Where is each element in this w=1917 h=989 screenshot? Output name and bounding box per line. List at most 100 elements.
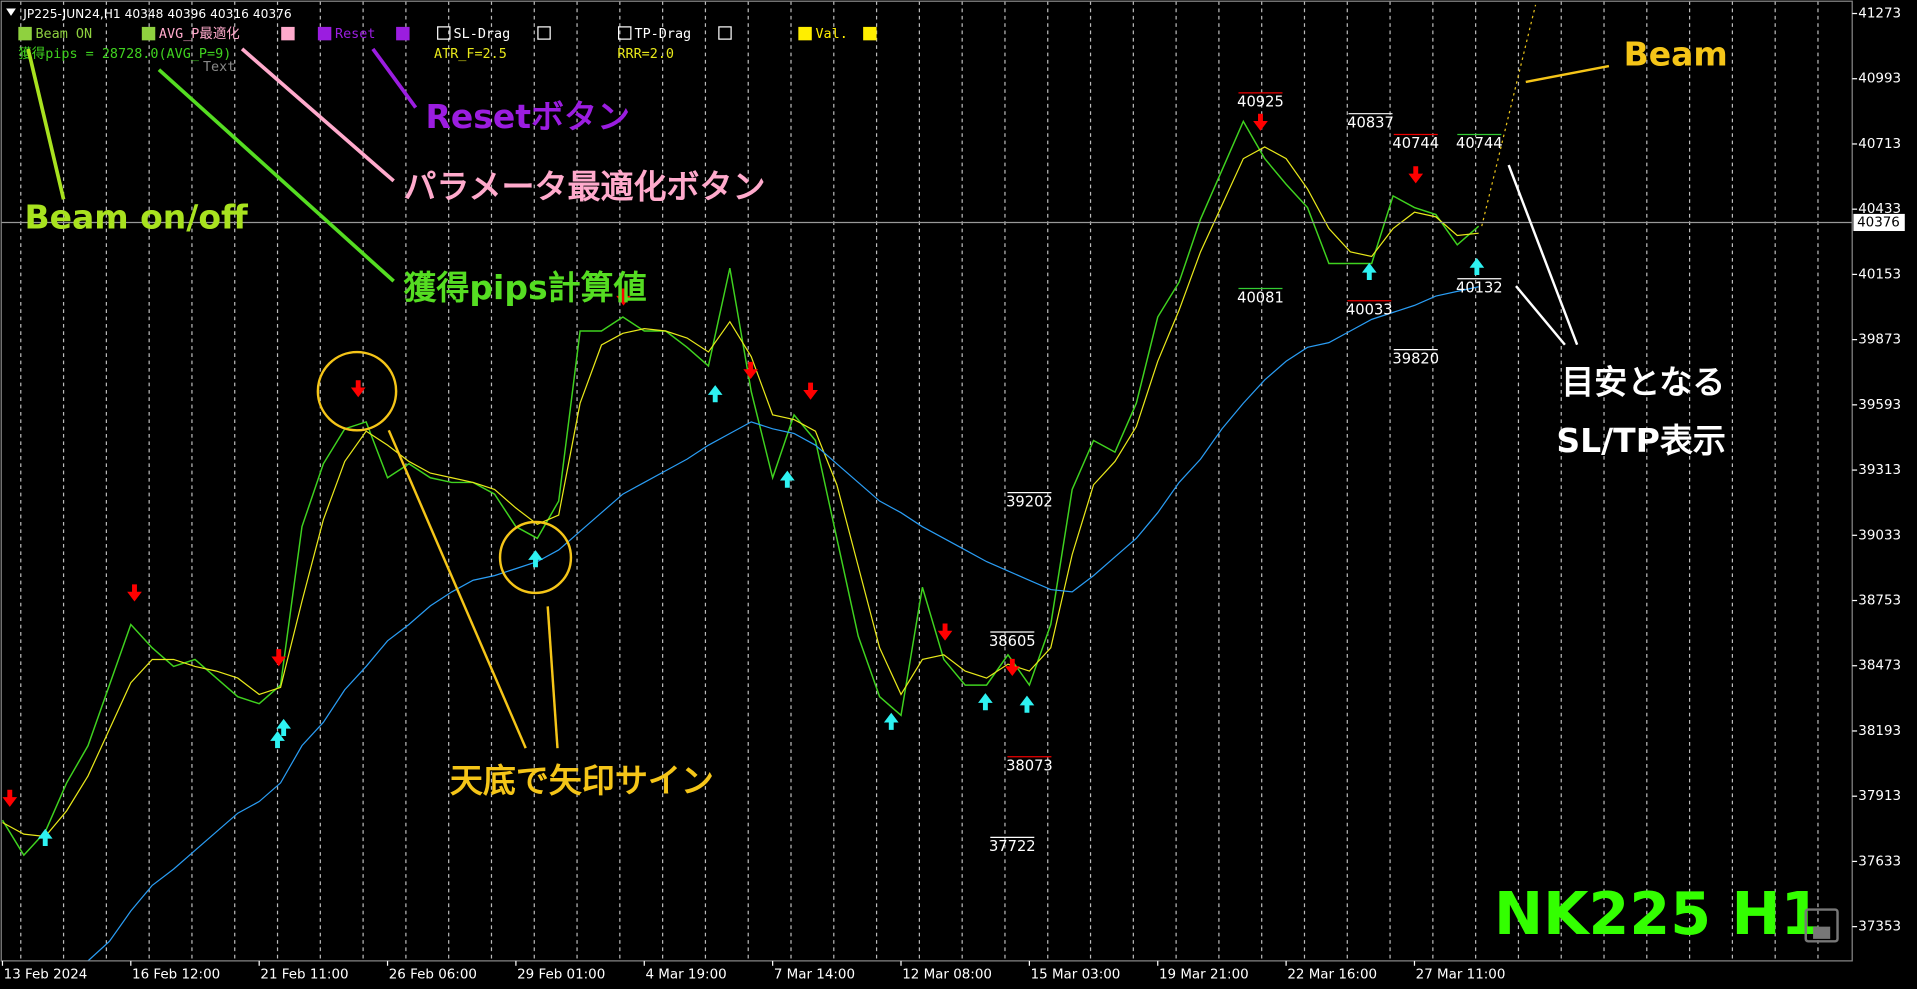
save-icon-body[interactable] [1813,926,1831,939]
x-tick-label: 4 Mar 19:00 [645,967,726,982]
buy-arrow [276,718,291,736]
val-button-box[interactable] [863,26,877,41]
y-tick-label: 39313 [1858,463,1901,478]
series-line [87,286,1479,962]
annotation-arrow [1525,64,1610,84]
sl-tp-label: 37722 [989,838,1036,855]
reset-button-label[interactable]: Reset [335,27,375,42]
y-tick-label: 38193 [1858,724,1901,739]
annotation: Resetボタン [425,97,630,136]
tp-drag-box2[interactable] [718,26,732,40]
tp-drag-box[interactable] [618,26,632,40]
x-tick-label: 12 Mar 08:00 [902,967,992,982]
y-tick-label: 37353 [1858,920,1901,935]
avg-button-label[interactable]: AVG_P最適化 [159,25,240,42]
x-tick-label: 19 Mar 21:00 [1159,967,1249,982]
x-tick-label: 22 Mar 16:00 [1287,967,1377,982]
sell-arrow [937,623,953,641]
annotation-arrow [1507,164,1579,346]
sl-tp-label: 40744 [1392,135,1439,152]
sell-arrow [271,649,287,667]
x-tick-label: 21 Feb 11:00 [260,967,348,982]
buy-arrow [37,828,53,846]
annotation: SL/TP表示 [1556,421,1726,460]
y-tick-label: 40433 [1858,202,1901,217]
annotation-arrow [157,68,395,283]
sell-arrow [127,584,142,602]
sell-arrow [1408,166,1424,184]
tp-drag-label[interactable]: TP-Drag [635,27,692,42]
sl-drag-label[interactable]: SL-Drag [454,27,511,42]
val-button-label[interactable]: Val. [815,27,847,42]
x-tick-label: 16 Feb 12:00 [132,967,220,982]
separators [20,1,1819,961]
sl-tp-label: 39202 [1006,493,1053,510]
menu-icon[interactable] [6,8,16,16]
x-tick-label: 13 Feb 2024 [4,967,88,982]
sl-tp-label: 40132 [1456,280,1503,297]
annotation-arrow [240,47,395,183]
reset-button[interactable] [317,26,332,41]
sl-tp-label: 40925 [1237,94,1284,111]
buy-arrow [1361,262,1377,280]
buy-arrow [883,712,899,730]
signals [2,113,1485,846]
y-tick-label: 40993 [1858,72,1901,87]
x-tick-label: 29 Feb 01:00 [517,967,605,982]
buy-arrow [1469,257,1485,276]
y-tick-label: 37913 [1858,789,1901,804]
beam-button[interactable] [18,26,32,41]
beam-button-label[interactable]: Beam ON [35,27,92,42]
rrr-info: RRR=2.0 [617,47,674,62]
highlight-circle [316,350,398,432]
y-tick-label: 41273 [1858,7,1901,22]
avg-button-box[interactable] [281,26,295,41]
annotation-arrow [546,606,559,749]
buy-arrow [978,693,993,711]
y-tick-label: 38473 [1858,659,1901,674]
y-tick-label: 40153 [1858,267,1901,282]
sl-tp-label: 39820 [1392,350,1439,367]
y-tick-label: 39593 [1858,398,1901,413]
sl-tp-label: 40033 [1346,302,1393,319]
sl-drag-box[interactable] [437,26,451,40]
series-line [2,146,1479,838]
symbol-header: JP225-JUN24,H1 40348 40396 40316 40376 [22,7,291,21]
plot: 40925 40837 40744 40744 40081 40033 39820 40132… [1,92,1853,962]
y-tick-label: 37633 [1858,854,1901,869]
annotation: Beam [1624,35,1728,74]
y-tick-label: 40713 [1858,137,1901,152]
annotation: 獲得pips計算値 [403,268,646,307]
sell-arrow [1253,113,1268,131]
pips-info: 獲得pips = 28728.0(AVG_P=9) [18,45,231,62]
y-tick-label: 39873 [1858,333,1901,348]
axes: 41273 40993 40713 40433 40153 39873 39593 39313… [1,7,1905,982]
annotation: 天底で矢印サイン [450,761,714,800]
buy-arrow [707,385,723,403]
save-icon[interactable] [1804,908,1839,943]
buy-arrow [270,731,285,749]
buy-arrow [780,470,795,488]
x-tick-label: 15 Mar 03:00 [1031,967,1121,982]
annotation-arrow [26,48,66,200]
highlight-circle [498,520,573,595]
sl-drag-box2[interactable] [537,26,551,40]
current-price-box [1853,213,1905,232]
val-button[interactable] [798,26,812,41]
x-tick-label: 26 Feb 06:00 [389,967,477,982]
sell-arrow [803,382,818,400]
sell-arrow [1004,658,1020,677]
annotation: 目安となる [1561,362,1725,401]
avg-button[interactable] [141,26,156,41]
annotation-arrow [1515,285,1566,346]
annotation: Beam on/off [24,197,249,236]
x-tick-label: 7 Mar 14:00 [774,967,855,982]
sl-tp-label: 38073 [1006,758,1053,775]
save-icon-frame[interactable] [1804,908,1839,943]
sl-tp-label: 38605 [989,633,1036,650]
current-price-label: 40376 [1857,215,1900,230]
sell-arrow [350,380,366,398]
reset-button-box[interactable] [396,26,410,41]
